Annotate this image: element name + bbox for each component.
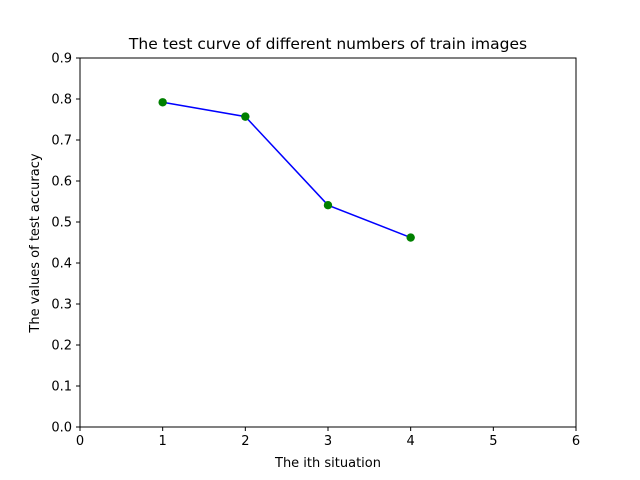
y-tick-label: 0.2 (51, 339, 72, 354)
plot-area (79, 57, 577, 428)
series-layer (158, 98, 415, 242)
data-point (241, 112, 250, 121)
x-tick-label: 0 (76, 434, 84, 449)
plot-frame (79, 57, 577, 428)
x-tick-label: 1 (159, 434, 167, 449)
series-line (162, 101, 411, 239)
y-tick-label: 0.7 (51, 134, 72, 149)
y-tick-label: 0.9 (51, 52, 72, 67)
x-axis-ticks: 0 1 2 3 4 5 6 (76, 427, 580, 449)
x-tick-label: 4 (407, 434, 415, 449)
x-axis-label: The ith situation (274, 456, 381, 471)
x-tick-label: 2 (241, 434, 249, 449)
y-tick-label: 0.0 (51, 421, 72, 436)
y-axis-label: The values of test accuracy (28, 153, 43, 333)
x-tick-label: 6 (572, 434, 580, 449)
y-tick-label: 0.1 (51, 380, 72, 395)
y-axis-ticks: 0.0 0.1 0.2 0.3 0.4 0.5 0.6 0.7 0.8 0.9 (51, 52, 80, 436)
x-tick-label: 3 (324, 434, 332, 449)
data-point (323, 200, 333, 210)
y-tick-label: 0.8 (51, 93, 72, 108)
y-tick-label: 0.3 (51, 298, 72, 313)
y-tick-label: 0.6 (51, 175, 72, 190)
data-point (406, 233, 415, 242)
y-tick-label: 0.4 (51, 257, 72, 272)
chart-title: The test curve of different numbers of t… (128, 35, 527, 53)
y-tick-label: 0.5 (51, 216, 72, 231)
x-tick-label: 5 (489, 434, 497, 449)
data-point (158, 98, 167, 107)
